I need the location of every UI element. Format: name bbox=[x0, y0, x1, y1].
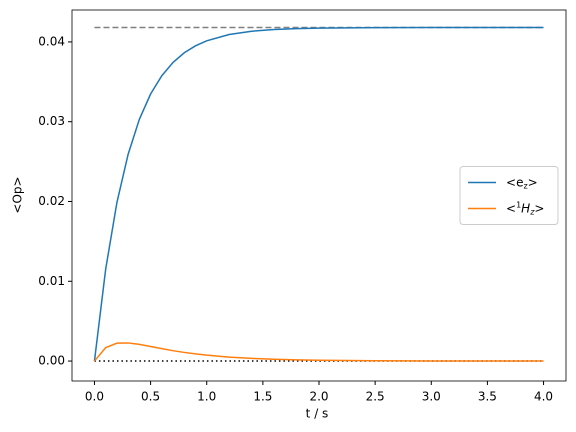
y-axis-label: <Op> bbox=[11, 176, 25, 213]
y-tick-label: 0.02 bbox=[38, 194, 65, 208]
x-axis-label: t / s bbox=[306, 407, 329, 421]
x-tick-label: 2.0 bbox=[309, 390, 328, 404]
legend: <ez> <1Hz> bbox=[459, 166, 559, 225]
x-tick-label: 4.0 bbox=[534, 390, 553, 404]
x-tick-label: 0.0 bbox=[85, 390, 104, 404]
x-tick-label: 3.0 bbox=[422, 390, 441, 404]
series-line bbox=[93, 26, 544, 362]
series-line bbox=[93, 342, 544, 362]
y-tick-label: 0.00 bbox=[38, 354, 65, 368]
x-tick-label: 2.5 bbox=[366, 390, 385, 404]
x-tick-label: 1.5 bbox=[253, 390, 272, 404]
legend-label: <ez> bbox=[506, 175, 538, 190]
legend-box bbox=[459, 166, 559, 225]
x-tick-label: 0.5 bbox=[141, 390, 160, 404]
legend-label: <1Hz> bbox=[506, 200, 544, 216]
x-tick-label: 3.5 bbox=[478, 390, 497, 404]
y-tick-label: 0.03 bbox=[38, 114, 65, 128]
y-tick-label: 0.01 bbox=[38, 274, 65, 288]
y-tick-label: 0.04 bbox=[38, 34, 65, 48]
plot-frame bbox=[71, 9, 567, 382]
x-tick-label: 1.0 bbox=[197, 390, 216, 404]
